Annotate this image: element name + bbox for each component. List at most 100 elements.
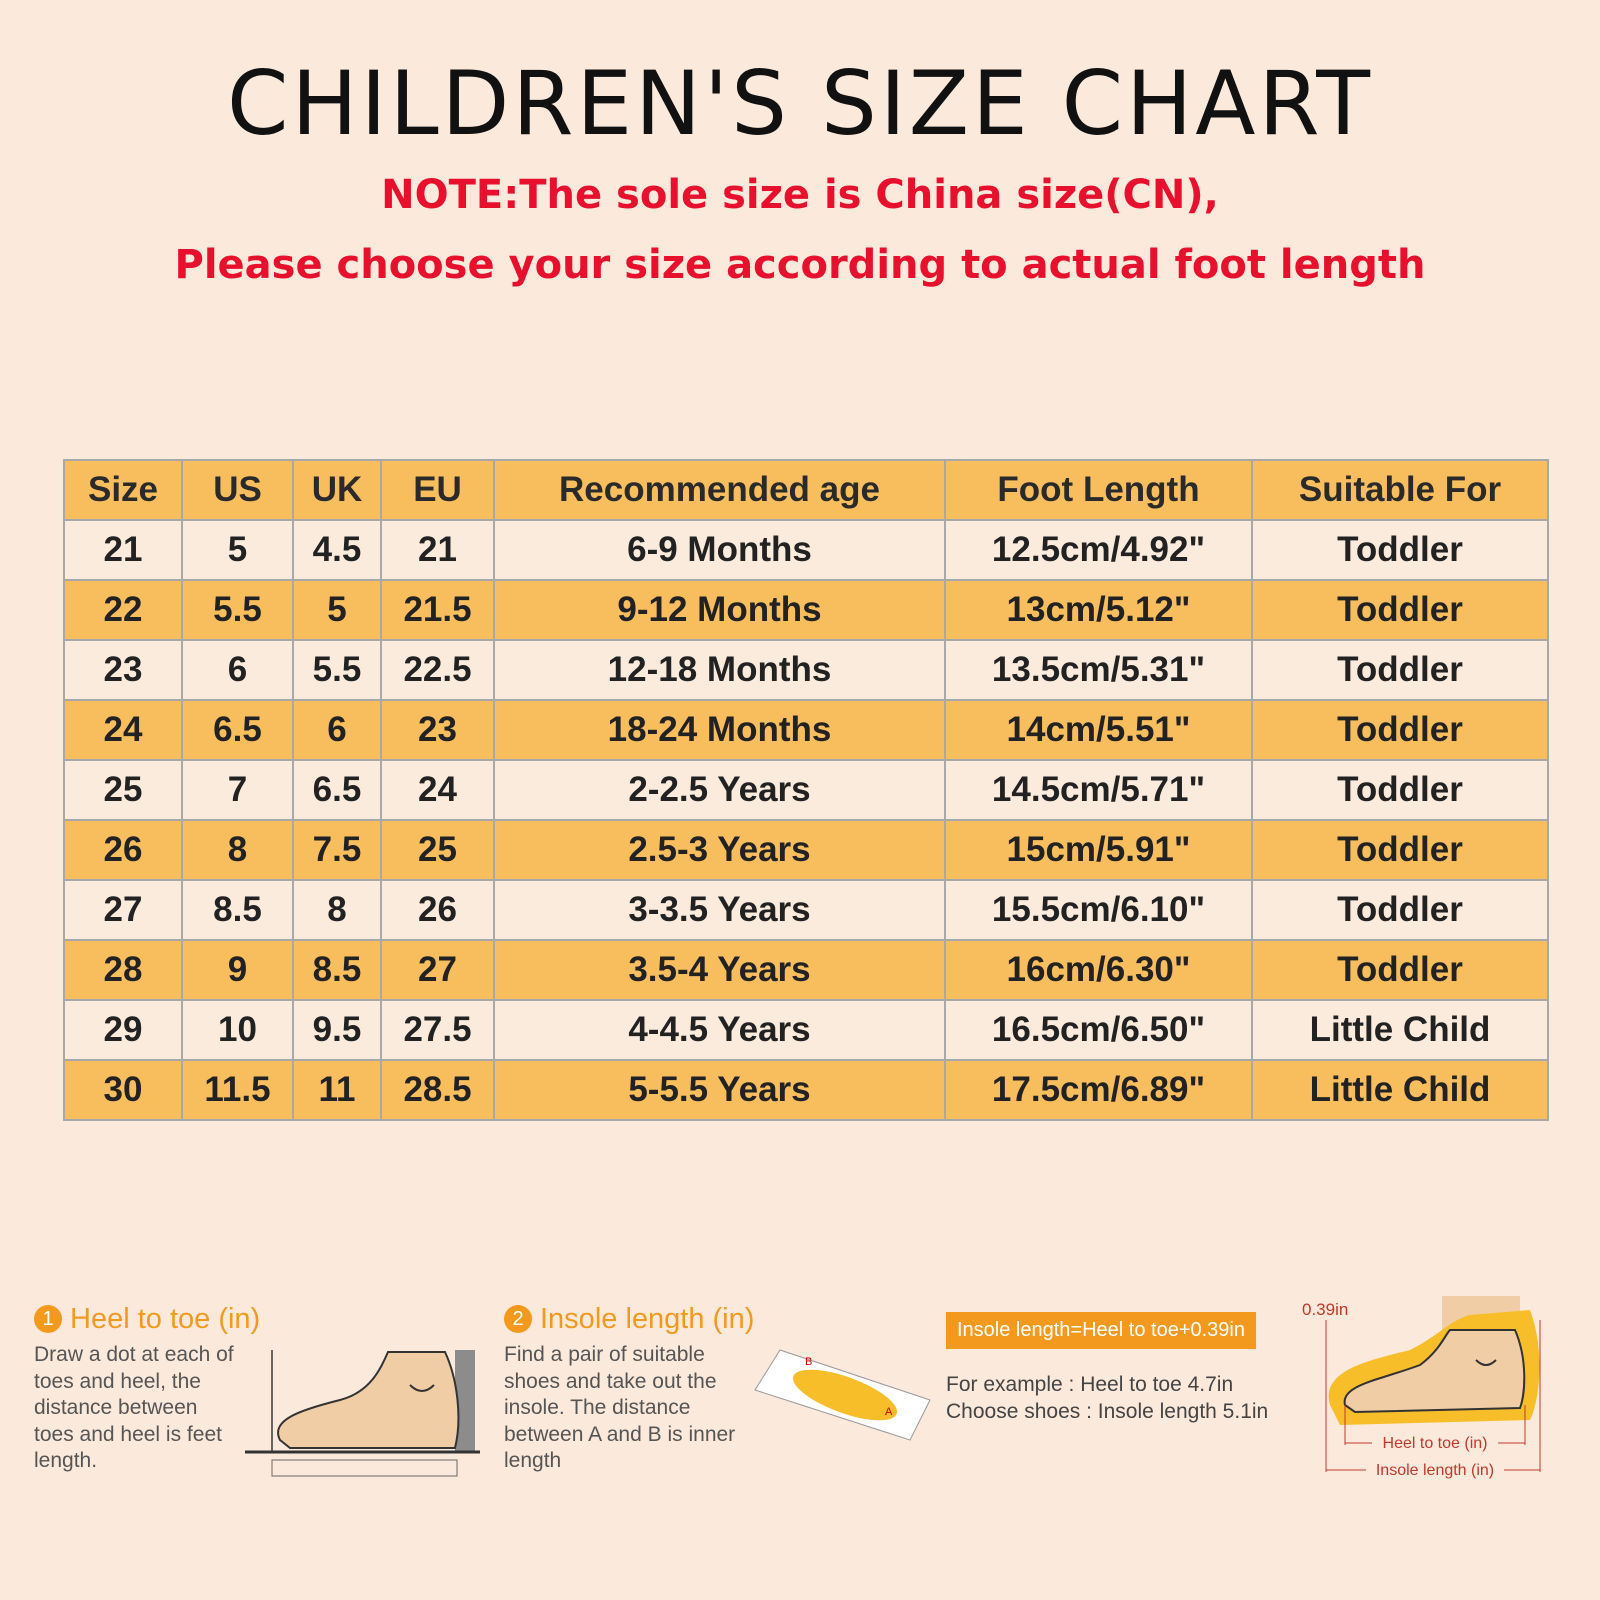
table-cell: 5 bbox=[292, 579, 382, 641]
table-cell: Toddler bbox=[1251, 879, 1549, 941]
table-row: 24 6.5 6 23 18-24 Months 14cm/5.51" Toddler bbox=[63, 699, 1549, 761]
column-header: Foot Length bbox=[944, 459, 1253, 521]
column-header: Size bbox=[63, 459, 183, 521]
table-cell: 8 bbox=[181, 819, 294, 881]
point-label: B bbox=[805, 1356, 812, 1368]
table-cell: 27 bbox=[380, 939, 495, 1001]
column-header: Recommended age bbox=[493, 459, 946, 521]
table-cell: 10 bbox=[181, 999, 294, 1061]
table-cell: 9 bbox=[181, 939, 294, 1001]
table-cell: 27.5 bbox=[380, 999, 495, 1061]
measure-label: Insole length (in) bbox=[1376, 1462, 1494, 1479]
column-header: UK bbox=[292, 459, 382, 521]
table-cell: 23 bbox=[380, 699, 495, 761]
table-cell: Toddler bbox=[1251, 819, 1549, 881]
table-row: 29 10 9.5 27.5 4-4.5 Years 16.5cm/6.50" Little… bbox=[63, 999, 1549, 1061]
table-cell: 17.5cm/6.89" bbox=[944, 1059, 1253, 1121]
table-cell: 21.5 bbox=[380, 579, 495, 641]
step-line: shoes and take out the bbox=[504, 1369, 717, 1393]
table-row: 26 8 7.5 25 2.5-3 Years 15cm/5.91" Toddler bbox=[63, 819, 1549, 881]
table-cell: 30 bbox=[63, 1059, 183, 1121]
note: Please choose your size according to act… bbox=[174, 242, 1426, 288]
table-cell: 8.5 bbox=[181, 879, 294, 941]
table-cell: 7.5 bbox=[292, 819, 382, 881]
table-cell: 4-4.5 Years bbox=[493, 999, 946, 1061]
table-cell: 24 bbox=[63, 699, 183, 761]
step-heading: Heel to toe (in) bbox=[70, 1303, 261, 1335]
insole-illustration: B A bbox=[754, 1349, 931, 1441]
table-cell: 15cm/5.91" bbox=[944, 819, 1253, 881]
step-line: between A and B is inner bbox=[504, 1422, 736, 1446]
step-line: toes and heel is feet bbox=[34, 1422, 222, 1446]
example-line: For example : Heel to toe 4.7in bbox=[946, 1373, 1234, 1396]
table-cell: Little Child bbox=[1251, 1059, 1549, 1121]
table-cell: 11.5 bbox=[181, 1059, 294, 1121]
table-cell: 6-9 Months bbox=[493, 519, 946, 581]
table-cell: 15.5cm/6.10" bbox=[944, 879, 1253, 941]
measure-label: Heel to toe (in) bbox=[1383, 1435, 1488, 1452]
table-cell: 5-5.5 Years bbox=[493, 1059, 946, 1121]
example: For example : Heel to toe 4.7in Choose s… bbox=[946, 1372, 1268, 1425]
table-cell: 6 bbox=[292, 699, 382, 761]
table-cell: 11 bbox=[292, 1059, 382, 1121]
step-text: Find a pair of suitable shoes and take ou… bbox=[504, 1342, 754, 1475]
foot-illustration bbox=[245, 1350, 480, 1477]
table-cell: 13.5cm/5.31" bbox=[944, 639, 1253, 701]
step-line: distance between bbox=[34, 1396, 198, 1419]
table-cell: 29 bbox=[63, 999, 183, 1061]
table-cell: 25 bbox=[380, 819, 495, 881]
table-cell: 9.5 bbox=[292, 999, 382, 1061]
table-cell: 14.5cm/5.71" bbox=[944, 759, 1253, 821]
step-number: 1 bbox=[34, 1305, 62, 1333]
size-table: Size US UK EU Recommended age Foot Length Suit… bbox=[63, 459, 1549, 1121]
insole-diagram: 0.39in Heel to toe (in) Insole length (i… bbox=[1302, 1296, 1541, 1480]
table-cell: 6.5 bbox=[292, 759, 382, 821]
table-cell: 5 bbox=[181, 519, 294, 581]
table-row: 22 5.5 5 21.5 9-12 Months 13cm/5.12" Toddler bbox=[63, 579, 1549, 641]
table-cell: Toddler bbox=[1251, 759, 1549, 821]
table-cell: 22.5 bbox=[380, 639, 495, 701]
table-cell: 16.5cm/6.50" bbox=[944, 999, 1253, 1061]
step-heading: Insole length (in) bbox=[540, 1303, 755, 1335]
table-cell: 26 bbox=[380, 879, 495, 941]
table-row: 21 5 4.5 21 6-9 Months 12.5cm/4.92" Toddler bbox=[63, 519, 1549, 581]
table-cell: 27 bbox=[63, 879, 183, 941]
step-line: insole. The distance bbox=[504, 1396, 691, 1419]
table-cell: 9-12 Months bbox=[493, 579, 946, 641]
step-line: length. bbox=[34, 1449, 98, 1472]
header-row: Size US UK EU Recommended age Foot Length Suit… bbox=[63, 459, 1549, 521]
table-row: 30 11.5 11 28.5 5-5.5 Years 17.5cm/6.89" Littl… bbox=[63, 1059, 1549, 1121]
table-cell: 14cm/5.51" bbox=[944, 699, 1253, 761]
table-cell: Little Child bbox=[1251, 999, 1549, 1061]
gap-label: 0.39in bbox=[1302, 1300, 1348, 1319]
table-cell: 12.5cm/4.92" bbox=[944, 519, 1253, 581]
table-cell: 5.5 bbox=[181, 579, 294, 641]
table-cell: 2-2.5 Years bbox=[493, 759, 946, 821]
table-cell: 16cm/6.30" bbox=[944, 939, 1253, 1001]
table-cell: 6.5 bbox=[181, 699, 294, 761]
table-cell: 2.5-3 Years bbox=[493, 819, 946, 881]
table-cell: Toddler bbox=[1251, 699, 1549, 761]
table-cell: Toddler bbox=[1251, 939, 1549, 1001]
table-cell: 7 bbox=[181, 759, 294, 821]
table-cell: 22 bbox=[63, 579, 183, 641]
step-number: 2 bbox=[504, 1305, 532, 1333]
table-cell: Toddler bbox=[1251, 579, 1549, 641]
column-header: Suitable For bbox=[1251, 459, 1549, 521]
table-cell: 13cm/5.12" bbox=[944, 579, 1253, 641]
table-cell: 26 bbox=[63, 819, 183, 881]
table-cell: 18-24 Months bbox=[493, 699, 946, 761]
table-cell: 21 bbox=[63, 519, 183, 581]
example-line: Choose shoes : Insole length 5.1in bbox=[946, 1399, 1269, 1423]
step: 2 Insole length (in) Find a pair of suita… bbox=[504, 1303, 754, 1475]
table-cell: Toddler bbox=[1251, 519, 1549, 581]
step-line: length bbox=[504, 1449, 562, 1472]
table-row: 27 8.5 8 26 3-3.5 Years 15.5cm/6.10" Toddler bbox=[63, 879, 1549, 941]
step-line: Find a pair of suitable bbox=[504, 1343, 705, 1366]
column-header: US bbox=[181, 459, 294, 521]
table-cell: 5.5 bbox=[292, 639, 382, 701]
step-title: 1 Heel to toe (in) bbox=[34, 1303, 260, 1336]
table-cell: 28.5 bbox=[380, 1059, 495, 1121]
